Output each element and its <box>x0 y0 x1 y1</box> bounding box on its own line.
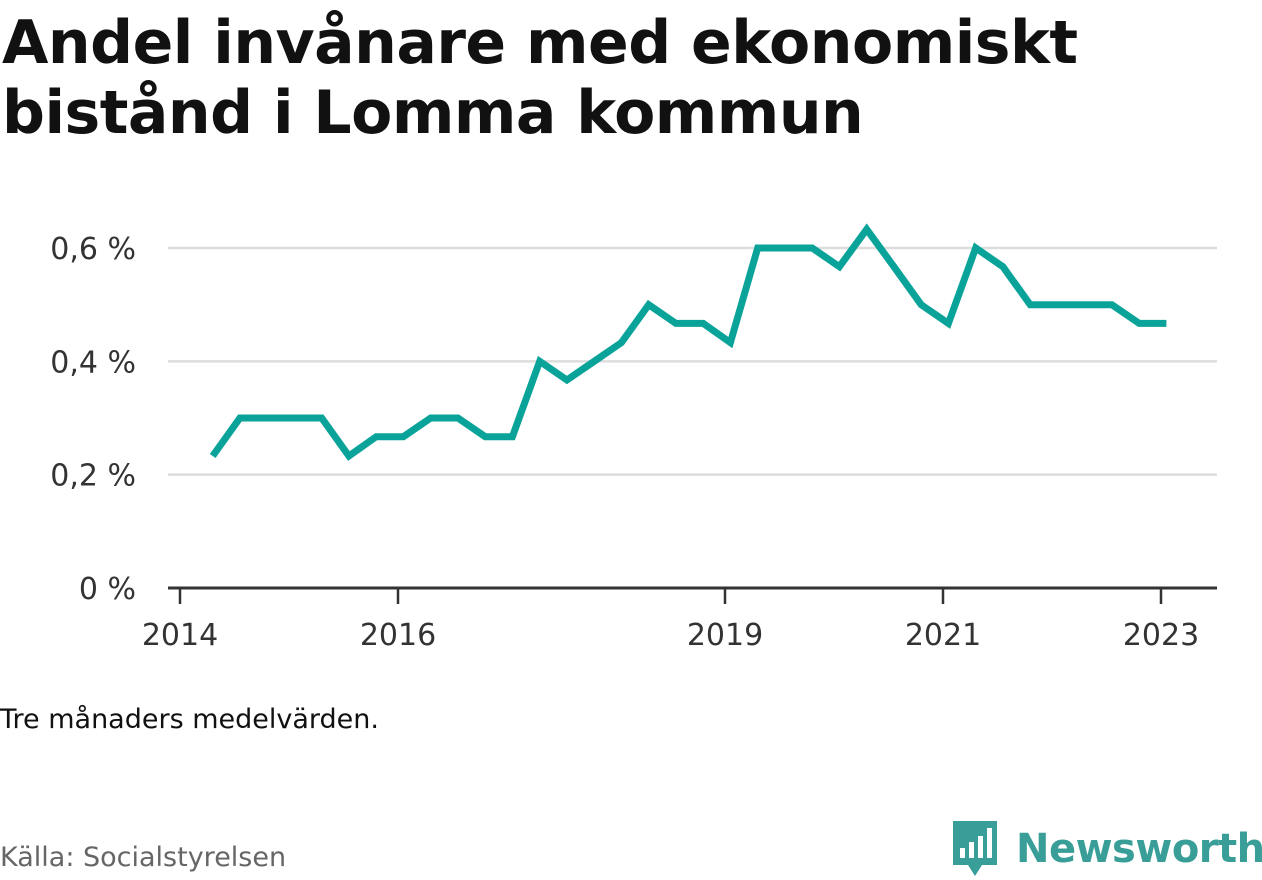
source-credit: Källa: Socialstyrelsen <box>0 842 287 873</box>
series-layer <box>209 223 1167 461</box>
gridlines <box>168 246 1217 476</box>
y-tick-label: 0,4 % <box>50 345 136 380</box>
x-tick-label: 2021 <box>905 618 981 653</box>
x-tick-label: 2014 <box>142 618 218 653</box>
brand-name: Newsworthy <box>1016 826 1262 872</box>
x-axis-ticks: 2014 2016 2019 2021 2023 <box>142 588 1199 653</box>
y-tick-label: 0,2 % <box>50 459 136 494</box>
chart-title: Andel invånare med ekonomiskt bistånd i … <box>2 8 1078 148</box>
line-chart: 0 % 0,2 % 0,4 % 0,6 % 2014 2016 2019 2021 2023 <box>50 223 1217 653</box>
newsworthy-logo-icon <box>953 821 997 876</box>
x-tick-label: 2016 <box>360 618 436 653</box>
x-tick-label: 2019 <box>687 618 763 653</box>
y-tick-label: 0 % <box>79 572 136 607</box>
brand-logo: Newsworthy <box>950 818 1262 880</box>
y-tick-label: 0,6 % <box>50 232 136 267</box>
chart-note: Tre månaders medelvärden. <box>0 704 379 735</box>
x-tick-label: 2023 <box>1123 618 1199 653</box>
series-line <box>209 223 1167 461</box>
y-axis-ticks: 0 % 0,2 % 0,4 % 0,6 % <box>50 232 136 607</box>
